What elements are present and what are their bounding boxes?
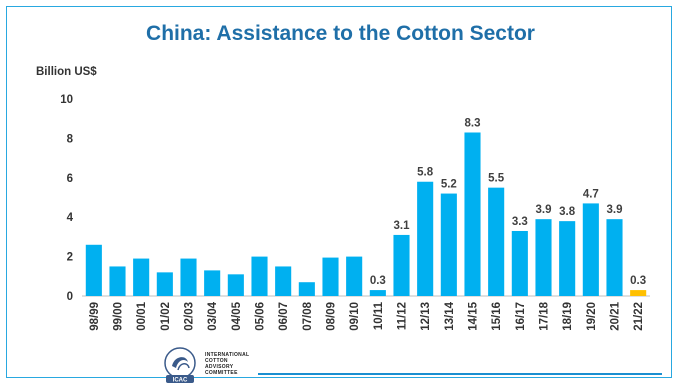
bar — [417, 181, 434, 296]
y-axis-label: Billion US$ — [36, 66, 97, 78]
logo-banner — [166, 375, 194, 383]
bar — [393, 234, 410, 296]
logo-line: COMMITTEE — [205, 370, 238, 376]
x-tick-label: 21/22 — [633, 302, 645, 331]
chart-frame — [6, 6, 672, 378]
x-tick-label: 04/05 — [231, 301, 243, 330]
data-label: 3.8 — [559, 206, 576, 218]
bar — [559, 221, 576, 296]
bar — [322, 257, 339, 296]
bar — [488, 187, 505, 296]
bar — [204, 270, 221, 296]
x-tick-label: 03/04 — [207, 301, 219, 330]
x-tick-label: 08/09 — [326, 302, 338, 331]
cotton-boll-icon — [172, 357, 188, 368]
bar — [180, 258, 197, 296]
bar — [133, 258, 150, 296]
logo-line: INTERNATIONAL — [205, 352, 250, 358]
logo-line: ADVISORY — [205, 364, 234, 370]
x-tick-label: 98/99 — [89, 302, 101, 331]
data-label: 3.1 — [394, 220, 411, 232]
y-tick-label: 6 — [67, 173, 73, 185]
bar — [275, 266, 292, 296]
y-tick-label: 2 — [67, 252, 73, 264]
x-tick-label: 12/13 — [420, 302, 432, 331]
x-tick-label: 16/17 — [515, 302, 527, 331]
bar — [156, 272, 173, 296]
x-tick-label: 07/08 — [302, 301, 314, 330]
y-tick-label: 10 — [60, 94, 73, 106]
x-tick-label: 10/11 — [373, 301, 385, 330]
bar — [109, 266, 126, 296]
data-label: 3.3 — [512, 216, 528, 228]
y-tick-label: 0 — [67, 291, 73, 303]
x-tick-label: 14/15 — [468, 301, 480, 330]
data-label: 5.2 — [441, 179, 457, 191]
bar — [464, 132, 481, 296]
x-tick-label: 13/14 — [444, 301, 456, 330]
x-tick-label: 09/10 — [349, 302, 361, 331]
bar — [440, 193, 457, 296]
chart-title: China: Assistance to the Cotton Sector — [146, 22, 535, 45]
x-tick-label: 01/02 — [160, 302, 172, 331]
bar — [369, 290, 386, 296]
x-tick-label: 15/16 — [491, 302, 503, 331]
bar — [511, 230, 528, 296]
x-tick-label: 11/12 — [397, 302, 409, 330]
y-tick-label: 8 — [67, 133, 74, 145]
x-tick-label: 19/20 — [586, 302, 598, 331]
logo-acronym: ICAC — [173, 378, 188, 384]
data-label: 4.7 — [583, 188, 599, 200]
logo-text: INTERNATIONAL COTTON ADVISORY COMMITTEE — [205, 352, 249, 376]
x-tick-label: 05/06 — [255, 302, 267, 331]
data-label: 0.3 — [370, 275, 386, 287]
icac-logo: ICAC — [164, 347, 196, 384]
bar — [535, 219, 552, 296]
bar — [251, 256, 268, 296]
x-tick-label: 18/19 — [562, 302, 574, 331]
x-tick-label: 02/03 — [184, 302, 196, 331]
bar — [582, 203, 599, 296]
logo-leaf-icon — [177, 363, 190, 371]
bar — [227, 274, 244, 296]
bar — [606, 219, 623, 296]
logo-ring-icon — [164, 347, 196, 379]
data-label: 5.8 — [417, 167, 434, 179]
x-tick-label: 20/21 — [610, 301, 622, 330]
x-tick-label: 99/00 — [113, 302, 125, 331]
bar — [346, 256, 363, 296]
x-tick-label: 00/01 — [136, 301, 148, 330]
data-label: 3.9 — [607, 204, 623, 216]
x-tick-label: 06/07 — [278, 302, 290, 331]
data-label: 0.3 — [630, 275, 646, 287]
data-label: 3.9 — [536, 204, 552, 216]
bar — [298, 282, 315, 296]
bar — [630, 290, 647, 296]
data-label: 8.3 — [465, 117, 481, 129]
logo-line: COTTON — [205, 358, 228, 364]
y-tick-label: 4 — [67, 212, 74, 224]
x-tick-label: 17/18 — [539, 301, 551, 330]
footer-rule — [258, 373, 662, 375]
data-label: 5.5 — [488, 173, 505, 185]
bar — [85, 244, 102, 296]
